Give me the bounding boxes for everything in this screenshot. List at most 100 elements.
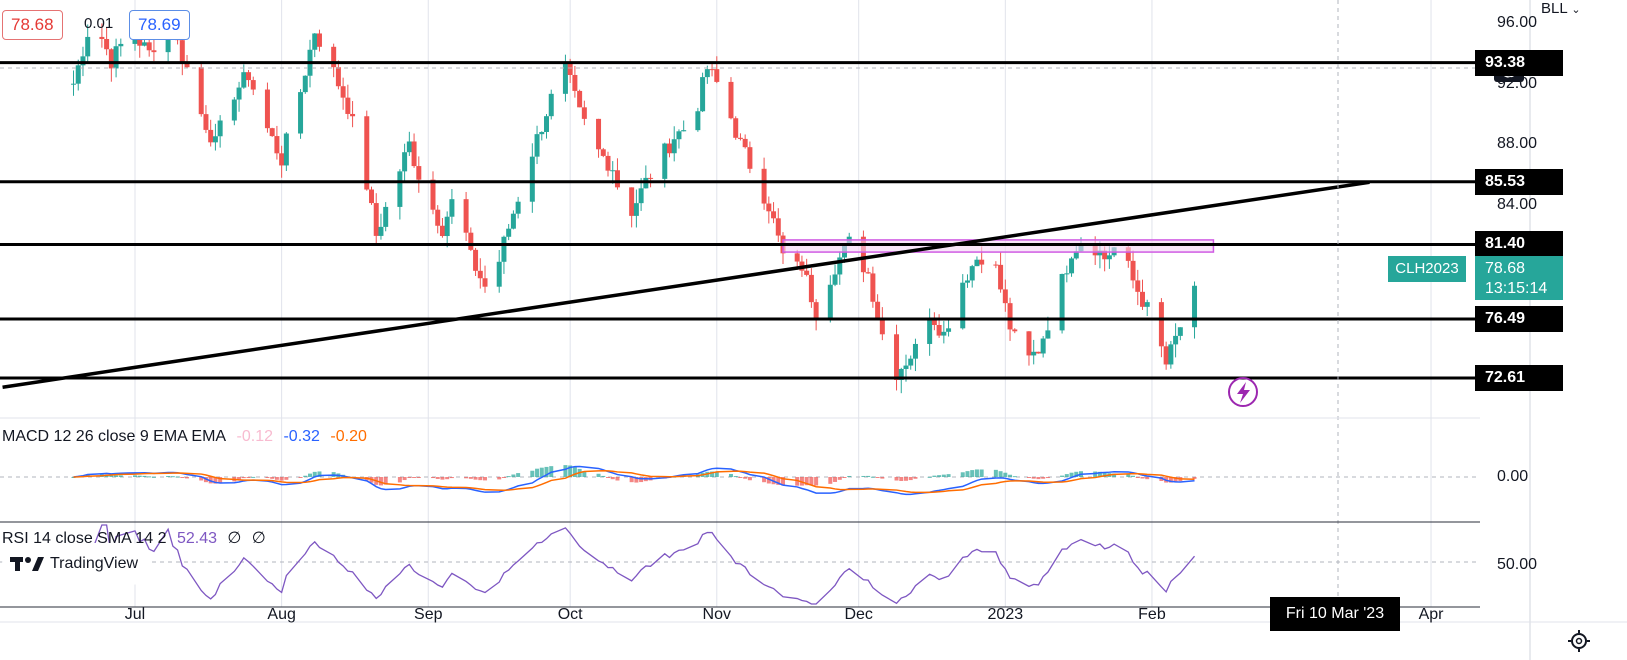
candle-body <box>974 259 980 267</box>
macd-histogram-bar <box>1131 475 1136 477</box>
ask-price-box[interactable]: 78.69 <box>129 10 190 40</box>
macd-histogram-bar <box>1159 477 1164 481</box>
macd-histogram-bar <box>298 477 303 478</box>
chevron-down-icon: ⌄ <box>1571 4 1581 16</box>
candle-body <box>1031 351 1037 356</box>
candle-body <box>666 143 672 154</box>
candle-body <box>837 257 843 275</box>
grid-lines <box>134 0 1432 607</box>
macd-histogram-bar <box>539 467 544 477</box>
price-tick-label: 92.00 <box>1497 74 1538 92</box>
trendline[interactable] <box>2 180 1370 389</box>
candle-body <box>350 113 356 117</box>
level-tag[interactable]: 72.61 <box>1475 364 1563 391</box>
candle-body <box>75 65 81 84</box>
candle-body <box>676 131 682 140</box>
candle-body <box>827 284 833 320</box>
candle-body <box>912 343 918 359</box>
candle-body <box>449 199 455 217</box>
lightning-icon[interactable] <box>1228 377 1258 407</box>
candle-body <box>794 253 800 262</box>
logo-text: TradingView <box>50 555 139 572</box>
candle-body <box>936 325 942 336</box>
macd-histogram-bar <box>629 477 634 483</box>
candle-body <box>979 259 985 265</box>
currency-selector[interactable]: BLL ⌄ <box>1541 0 1581 17</box>
candle-body <box>700 77 706 112</box>
macd-histogram-bar <box>506 476 511 478</box>
level-tag[interactable]: 81.40 <box>1475 231 1563 258</box>
resistance-zone[interactable] <box>782 239 1215 253</box>
macd-histogram-bar <box>1026 477 1031 478</box>
level-tag[interactable]: 76.49 <box>1475 306 1563 333</box>
candle-body <box>610 170 616 172</box>
gear-icon[interactable] <box>1568 630 1590 652</box>
macd-histogram-bar <box>979 469 984 477</box>
candle-body <box>544 116 550 132</box>
candle-body <box>501 236 507 262</box>
candle-body <box>208 129 214 143</box>
candle-body <box>870 273 876 302</box>
macd-histogram-bar <box>601 475 606 477</box>
candle-body <box>1192 285 1198 328</box>
macd-histogram-bar <box>970 470 975 477</box>
macd-histogram-bar <box>563 465 568 477</box>
horizontal-levels[interactable] <box>0 61 1480 380</box>
candle-body <box>198 67 204 115</box>
candle-body <box>671 139 677 154</box>
macd-histogram-bar <box>473 477 478 480</box>
rsi-extra-2: ∅ <box>251 530 266 547</box>
candle-body <box>212 136 218 143</box>
rsi-legend[interactable]: RSI 14 close SMA 14 2 52.43 ∅ ∅ <box>2 528 272 548</box>
time-tick-label: Apr <box>1418 606 1444 623</box>
price-tick-label: 96.00 <box>1497 13 1538 31</box>
bid-price-box[interactable]: 78.68 <box>2 10 63 40</box>
candle-body <box>804 270 810 275</box>
tradingview-logo[interactable]: TradingView <box>2 543 152 585</box>
level-tag[interactable]: 85.53 <box>1475 168 1563 195</box>
spread-value: 0.01 <box>84 15 114 32</box>
macd-histogram-bar <box>544 466 549 477</box>
macd-histogram-bar <box>251 476 256 478</box>
candle-body <box>1007 303 1013 330</box>
macd-legend[interactable]: MACD 12 26 close 9 EMA EMA -0.12 -0.32 -… <box>2 428 373 446</box>
macd-histogram-bar <box>903 477 908 481</box>
macd-histogram-bar <box>932 475 937 477</box>
macd-histogram-bar <box>516 473 521 477</box>
candle-body <box>141 42 147 46</box>
candle-body <box>373 203 379 236</box>
level-tag[interactable]: 93.38 <box>1475 49 1563 76</box>
macd-histogram-bar <box>1060 475 1065 477</box>
candle-body <box>1135 280 1141 292</box>
candle-body <box>629 187 635 216</box>
time-tick-label: 2023 <box>987 606 1024 623</box>
macd-histogram-bar <box>1192 477 1197 479</box>
candle-body <box>496 261 502 287</box>
macd-line-value: -0.32 <box>283 428 320 445</box>
candle-body <box>1173 335 1179 345</box>
macd-histogram-bar <box>118 475 123 477</box>
macd-histogram-bar <box>71 477 76 478</box>
macd-histogram-bar <box>634 477 639 483</box>
candle-body <box>709 69 715 71</box>
candle-body <box>1144 302 1150 307</box>
macd-histogram-bar <box>430 477 435 479</box>
time-tick-label: Dec <box>844 606 873 623</box>
macd-histogram-bar <box>572 466 577 477</box>
candle-body <box>463 199 469 233</box>
candle-body <box>283 133 289 166</box>
candle-body <box>231 99 237 121</box>
rsi-pane <box>0 524 1480 605</box>
macd-histogram-bar <box>303 475 308 477</box>
candle-body <box>184 62 190 68</box>
macd-histogram-bar <box>766 477 771 484</box>
candle-body <box>316 33 322 47</box>
candle-body <box>596 118 602 150</box>
candle-body <box>964 280 970 283</box>
candle-body <box>345 97 351 114</box>
candle-body <box>648 177 654 179</box>
macd-histogram-bar <box>1102 472 1107 477</box>
macd-histogram-bar <box>180 477 185 478</box>
time-tick-label: Oct <box>557 606 583 623</box>
